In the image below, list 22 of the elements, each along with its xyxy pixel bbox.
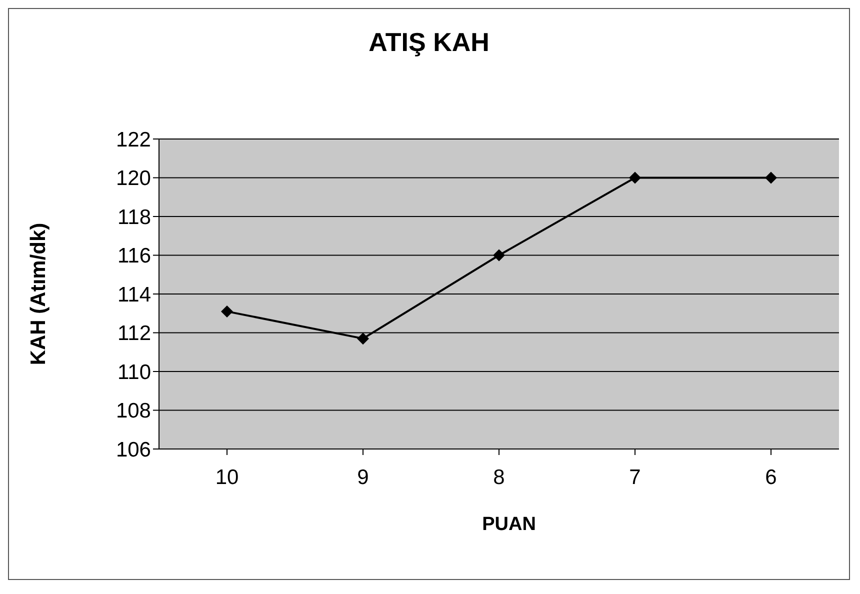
y-tick-label: 108	[116, 400, 151, 423]
y-tick-label: 120	[116, 167, 151, 190]
x-tick-label: 7	[629, 466, 641, 489]
x-tick-label: 6	[765, 466, 777, 489]
y-axis-title: KAH (Atım/dk)	[27, 222, 51, 366]
y-tick-label: 112	[118, 322, 151, 346]
x-axis-title: PUAN	[481, 514, 537, 536]
point	[629, 172, 641, 184]
y-tick-label: 106	[116, 438, 151, 462]
x-tick-label: 9	[357, 466, 369, 489]
point	[221, 305, 233, 318]
point	[357, 332, 369, 345]
point	[493, 249, 505, 262]
y-tick-label: 114	[118, 283, 152, 306]
point	[765, 172, 777, 184]
y-tick-label: 116	[118, 244, 151, 268]
y-tick-label: 110	[118, 360, 151, 384]
x-tick-label: 10	[215, 466, 239, 489]
y-tick-label: 118	[118, 206, 151, 229]
chart-title: ATIŞ KAH	[368, 27, 490, 58]
x-tick-label: 8	[493, 466, 505, 489]
y-tick-label: 122	[116, 128, 151, 152]
